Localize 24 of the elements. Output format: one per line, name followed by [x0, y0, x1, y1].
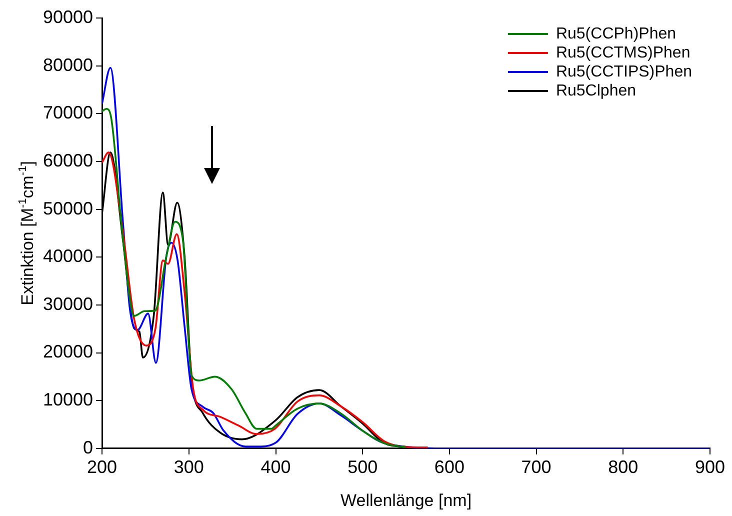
y-tick-label: 60000	[42, 150, 94, 170]
y-axis-title: Extinktion [M-1cm-1]	[17, 161, 37, 306]
y-tick-label: 20000	[42, 342, 94, 362]
y-tick-label: 70000	[42, 102, 94, 123]
y-tick-label: 30000	[42, 294, 94, 314]
y-tick-label: 80000	[42, 54, 94, 75]
legend-label: Ru5(CCTMS)Phen	[556, 44, 690, 62]
x-tick-label: 200	[87, 457, 118, 478]
x-axis-title: Wellenlänge [nm]	[340, 491, 472, 510]
x-tick-label: 600	[434, 457, 464, 478]
x-tick-label: 900	[694, 457, 726, 478]
y-tick-label: 0	[83, 437, 94, 458]
y-tick-label: 40000	[42, 246, 94, 266]
x-tick-label: 300	[174, 457, 204, 478]
y-tick-label: 50000	[42, 198, 94, 218]
x-tick-label: 700	[521, 457, 552, 478]
x-tick-label: 500	[348, 457, 378, 478]
y-tick-label: 10000	[42, 390, 94, 410]
legend-label: Ru5(CCPh)Phen	[556, 25, 676, 42]
legend-label: Ru5(CCTIPS)Phen	[556, 63, 692, 80]
x-tick-label: 400	[260, 457, 291, 478]
y-tick-label: 90000	[42, 6, 94, 27]
legend-label: Ru5Clphen	[556, 82, 636, 100]
x-tick-label: 800	[608, 457, 638, 478]
